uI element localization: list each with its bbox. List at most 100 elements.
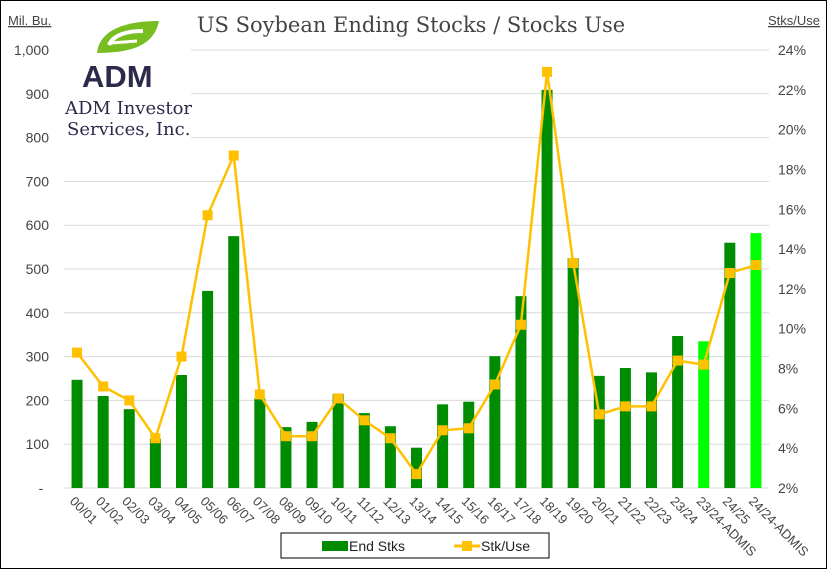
- bar-04-05: [176, 374, 187, 488]
- bar-22-23: [646, 372, 657, 488]
- left-tick-label: 600: [26, 217, 50, 233]
- right-axis: 2% 4% 6% 8% 10% 12% 14% 16% 18% 20% 22% 24%: [778, 42, 806, 496]
- stk-use-point-12-13: [385, 433, 396, 444]
- x-tick-label: 13/14: [406, 494, 440, 528]
- x-tick-label: 20/21: [589, 494, 623, 528]
- stk-use-point-03-04: [150, 433, 161, 444]
- stk-use-point-07-08: [254, 389, 265, 400]
- legend-label-stk-use: Stk/Use: [481, 538, 530, 554]
- stk-use-point-15-16: [463, 423, 474, 434]
- right-tick-label: 18%: [778, 161, 806, 177]
- stk-use-point-06-07: [228, 150, 239, 161]
- left-tick-label: 200: [26, 392, 50, 408]
- bar-06-07: [228, 236, 240, 488]
- x-tick-label: 21/22: [615, 494, 649, 528]
- right-tick-label: 22%: [778, 82, 806, 98]
- chart-title: US Soybean Ending Stocks / Stocks Use: [197, 13, 625, 37]
- bar-11-12: [358, 413, 370, 488]
- bar-01-02: [97, 396, 109, 488]
- stk-use-point-01-02: [98, 381, 109, 392]
- stk-use-point-11-12: [359, 415, 370, 426]
- x-tick-label: 04/05: [171, 494, 205, 528]
- stk-use-point-14-15: [437, 425, 448, 436]
- stk-use-point-19-20: [568, 258, 579, 269]
- bar-09-10: [306, 421, 318, 488]
- x-tick-label: 03/04: [145, 494, 179, 528]
- stk-use-point-09-10: [307, 431, 318, 442]
- stk-use-point-23-24: [672, 355, 683, 366]
- left-tick-label: 500: [26, 261, 50, 277]
- x-tick-label: 15/16: [459, 494, 493, 528]
- stk-use-point-00-01: [72, 347, 83, 358]
- stk-use-point-23-24-ADMIS: [698, 359, 709, 370]
- bar-10-11: [332, 393, 344, 488]
- x-tick-label: 22/23: [641, 494, 675, 528]
- x-tick-label: 18/19: [537, 494, 571, 528]
- x-tick-label: 07/08: [250, 494, 284, 528]
- bar-05-06: [202, 290, 214, 488]
- stk-use-point-24-24-ADMIS: [750, 260, 761, 271]
- x-tick-label: 02/03: [119, 494, 153, 528]
- bar-08-09: [280, 427, 292, 488]
- bar-16-17: [489, 356, 501, 488]
- stk-use-point-10-11: [333, 393, 344, 404]
- x-tick-label: 08/09: [276, 494, 310, 528]
- bar-03-04: [149, 438, 161, 488]
- stk-use-point-18-19: [542, 66, 553, 77]
- x-tick-label: 16/17: [485, 494, 519, 528]
- right-tick-label: 12%: [778, 281, 806, 297]
- adm-logo: ADM ADM Investor Services, Inc.: [63, 15, 192, 143]
- x-tick-label: 01/02: [93, 494, 127, 528]
- logo-company-line1: ADM Investor: [64, 98, 192, 119]
- left-axis-label: Mil. Bu.: [8, 13, 51, 28]
- right-tick-label: 16%: [778, 201, 806, 217]
- right-tick-label: 2%: [778, 480, 798, 496]
- legend: End Stks Stk/Use: [280, 532, 550, 559]
- bar-07-08: [254, 398, 266, 488]
- stk-use-point-17-18: [515, 319, 526, 330]
- stk-use-point-22-23: [646, 401, 657, 412]
- right-tick-label: 14%: [778, 241, 806, 257]
- right-axis-label: Stks/Use: [768, 13, 820, 28]
- right-tick-label: 6%: [778, 400, 798, 416]
- x-tick-label: 14/15: [432, 494, 466, 528]
- bar-24-24-ADMIS: [750, 233, 762, 488]
- right-tick-label: 24%: [778, 42, 806, 58]
- stk-use-point-21-22: [620, 401, 631, 412]
- left-tick-label: 800: [26, 130, 50, 146]
- bar-21-22: [619, 367, 631, 488]
- left-tick-label: 400: [26, 305, 50, 321]
- stk-use-point-02-03: [124, 395, 135, 406]
- bar-23-24-ADMIS: [698, 341, 710, 488]
- bars: [71, 89, 762, 488]
- bar-20-21: [593, 375, 605, 488]
- bar-19-20: [567, 258, 579, 488]
- bar-02-03: [123, 409, 135, 488]
- x-tick-label: 12/13: [380, 494, 414, 528]
- x-tick-label: 09/10: [302, 494, 336, 528]
- x-tick-label: 19/20: [563, 494, 597, 528]
- legend-label-end-stks: End Stks: [349, 538, 405, 554]
- bar-15-16: [463, 401, 475, 488]
- right-tick-label: 20%: [778, 122, 806, 138]
- stk-use-point-13-14: [411, 469, 422, 480]
- stk-use-point-08-09: [280, 431, 291, 442]
- right-tick-label: 10%: [778, 321, 806, 337]
- line-series: [72, 66, 761, 480]
- stk-use-point-05-06: [202, 210, 213, 221]
- left-tick-label: -: [39, 480, 44, 496]
- x-tick-label: 06/07: [224, 494, 258, 528]
- bar-17-18: [515, 296, 527, 488]
- stk-use-point-20-21: [594, 409, 605, 420]
- stk-use-point-16-17: [489, 379, 500, 390]
- left-axis: - 100 200 300 400 500 600 700 800 900 1,000: [14, 42, 49, 496]
- left-tick-label: 300: [26, 349, 50, 365]
- x-tick-label: 17/18: [511, 494, 545, 528]
- legend-swatch-end-stks: [322, 541, 348, 551]
- left-tick-label: 900: [26, 86, 50, 102]
- left-tick-label: 700: [26, 173, 50, 189]
- bar-00-01: [71, 379, 83, 488]
- left-tick-label: 1,000: [14, 42, 49, 58]
